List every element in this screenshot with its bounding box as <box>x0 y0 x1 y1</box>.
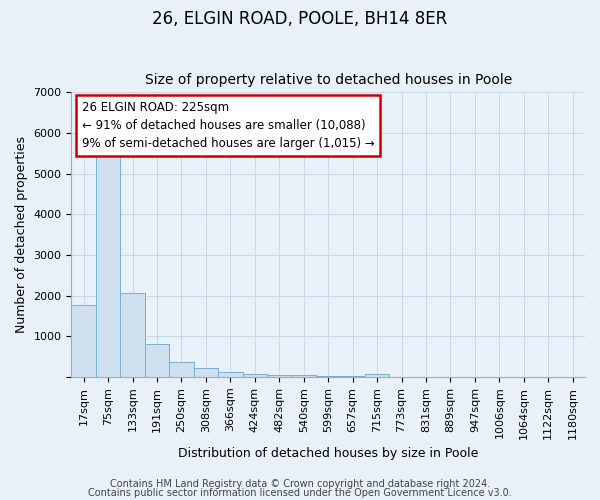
X-axis label: Distribution of detached houses by size in Poole: Distribution of detached houses by size … <box>178 447 478 460</box>
Bar <box>267 374 292 377</box>
Bar <box>340 376 365 377</box>
Bar <box>96 143 121 377</box>
Bar <box>121 293 145 377</box>
Bar <box>169 362 194 377</box>
Bar <box>242 374 267 377</box>
Bar <box>316 376 340 377</box>
Bar <box>71 304 96 377</box>
Bar <box>218 372 242 377</box>
Y-axis label: Number of detached properties: Number of detached properties <box>15 136 28 333</box>
Text: Contains HM Land Registry data © Crown copyright and database right 2024.: Contains HM Land Registry data © Crown c… <box>110 479 490 489</box>
Text: 26, ELGIN ROAD, POOLE, BH14 8ER: 26, ELGIN ROAD, POOLE, BH14 8ER <box>152 10 448 28</box>
Title: Size of property relative to detached houses in Poole: Size of property relative to detached ho… <box>145 73 512 87</box>
Bar <box>194 368 218 377</box>
Text: 26 ELGIN ROAD: 225sqm
← 91% of detached houses are smaller (10,088)
9% of semi-d: 26 ELGIN ROAD: 225sqm ← 91% of detached … <box>82 101 374 150</box>
Bar <box>365 374 389 377</box>
Text: Contains public sector information licensed under the Open Government Licence v3: Contains public sector information licen… <box>88 488 512 498</box>
Bar <box>292 375 316 377</box>
Bar <box>145 344 169 377</box>
